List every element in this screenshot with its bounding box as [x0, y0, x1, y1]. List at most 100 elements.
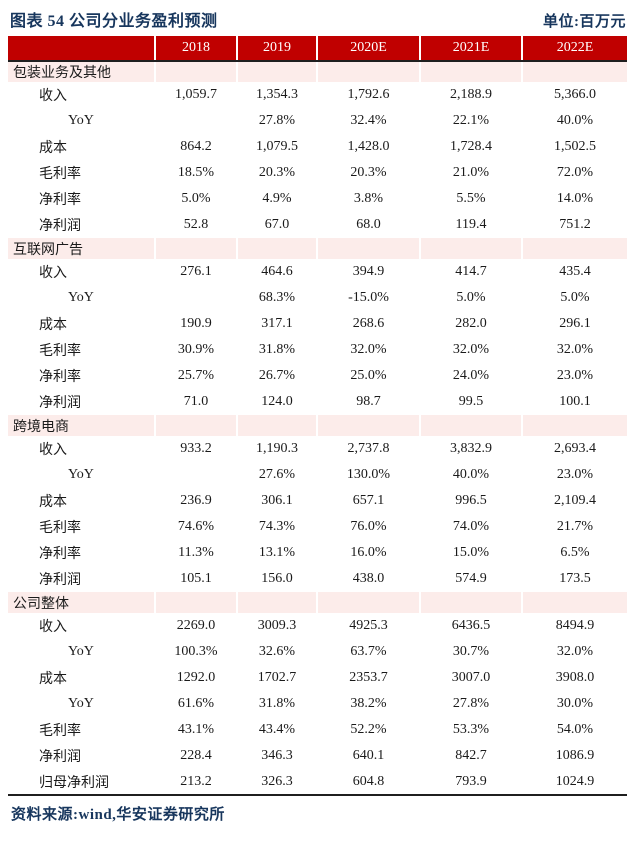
section-filler-cell: [419, 592, 522, 613]
section-title: 跨境电商: [8, 415, 155, 436]
value-cell: 30.9%: [154, 337, 237, 363]
table-row: 成本 190.9 317.1 268.6 282.0 296.1: [8, 311, 627, 337]
table-row: 毛利率 43.1% 43.4% 52.2% 53.3% 54.0%: [8, 717, 627, 743]
value-cell: 236.9: [154, 488, 237, 514]
value-cell: 40.0%: [419, 462, 522, 488]
row-label: 收入: [8, 613, 155, 639]
value-cell: 326.3: [236, 769, 317, 796]
value-cell: 23.0%: [521, 462, 627, 488]
year-header-row: 2018 2019 2020E 2021E 2022E: [8, 36, 627, 62]
table-header: 2018 2019 2020E 2021E 2022E: [8, 36, 627, 62]
table-row: 净利润 52.8 67.0 68.0 119.4 751.2: [8, 212, 627, 238]
table-row: 净利润 228.4 346.3 640.1 842.7 1086.9: [8, 743, 627, 769]
value-cell: 100.1: [521, 389, 627, 415]
value-cell: 52.2%: [316, 717, 420, 743]
value-cell: 2,109.4: [521, 488, 627, 514]
table-row: YoY 27.8% 32.4% 22.1% 40.0%: [8, 108, 627, 134]
table-row: 成本 864.2 1,079.5 1,428.0 1,728.4 1,502.5: [8, 134, 627, 160]
figure-title: 图表 54 公司分业务盈利预测: [10, 13, 218, 30]
row-label: 毛利率: [8, 717, 155, 743]
value-cell: 296.1: [521, 311, 627, 337]
value-cell: 864.2: [154, 134, 237, 160]
value-cell: 190.9: [154, 311, 237, 337]
value-cell: 32.4%: [316, 108, 420, 134]
value-cell: 32.6%: [236, 639, 317, 665]
value-cell: 130.0%: [316, 462, 420, 488]
value-cell: [154, 462, 237, 488]
column-header-2021E: 2021E: [419, 36, 522, 62]
value-cell: 793.9: [419, 769, 522, 796]
section-filler-cell: [154, 592, 237, 613]
column-header-2019: 2019: [236, 36, 317, 62]
value-cell: 282.0: [419, 311, 522, 337]
value-cell: 14.0%: [521, 186, 627, 212]
section-filler-cell: [521, 238, 627, 259]
value-cell: 53.3%: [419, 717, 522, 743]
table-row: YoY 27.6% 130.0% 40.0% 23.0%: [8, 462, 627, 488]
value-cell: 2269.0: [154, 613, 237, 639]
value-cell: 20.3%: [316, 160, 420, 186]
value-cell: 640.1: [316, 743, 420, 769]
value-cell: 317.1: [236, 311, 317, 337]
value-cell: 4925.3: [316, 613, 420, 639]
section-filler-cell: [154, 61, 237, 82]
table-row: 收入 933.2 1,190.3 2,737.8 3,832.9 2,693.4: [8, 436, 627, 462]
value-cell: 63.7%: [316, 639, 420, 665]
value-cell: 27.6%: [236, 462, 317, 488]
value-cell: 31.8%: [236, 337, 317, 363]
table-row: 净利润 105.1 156.0 438.0 574.9 173.5: [8, 566, 627, 592]
table-row: 净利润 71.0 124.0 98.7 99.5 100.1: [8, 389, 627, 415]
section-filler-cell: [316, 415, 420, 436]
value-cell: 52.8: [154, 212, 237, 238]
value-cell: 996.5: [419, 488, 522, 514]
column-header-2020E: 2020E: [316, 36, 420, 62]
value-cell: 21.7%: [521, 514, 627, 540]
value-cell: 751.2: [521, 212, 627, 238]
value-cell: [154, 108, 237, 134]
section-filler-cell: [419, 238, 522, 259]
value-cell: 20.3%: [236, 160, 317, 186]
value-cell: 61.6%: [154, 691, 237, 717]
section-title: 公司整体: [8, 592, 155, 613]
section-title: 互联网广告: [8, 238, 155, 259]
row-label: YoY: [8, 462, 155, 488]
value-cell: 1,502.5: [521, 134, 627, 160]
value-cell: 119.4: [419, 212, 522, 238]
section-filler-cell: [521, 415, 627, 436]
value-cell: 74.0%: [419, 514, 522, 540]
value-cell: 22.1%: [419, 108, 522, 134]
value-cell: 16.0%: [316, 540, 420, 566]
table-row: 净利率 25.7% 26.7% 25.0% 24.0% 23.0%: [8, 363, 627, 389]
value-cell: 32.0%: [521, 337, 627, 363]
value-cell: 30.0%: [521, 691, 627, 717]
value-cell: 25.0%: [316, 363, 420, 389]
value-cell: 23.0%: [521, 363, 627, 389]
value-cell: 213.2: [154, 769, 237, 796]
value-cell: 438.0: [316, 566, 420, 592]
value-cell: 76.0%: [316, 514, 420, 540]
value-cell: 67.0: [236, 212, 317, 238]
value-cell: 24.0%: [419, 363, 522, 389]
value-cell: 105.1: [154, 566, 237, 592]
source-note: 资料来源:wind,华安证券研究所: [11, 807, 225, 823]
section-filler-cell: [419, 61, 522, 82]
column-header-2018: 2018: [154, 36, 237, 62]
value-cell: 4.9%: [236, 186, 317, 212]
value-cell: 13.1%: [236, 540, 317, 566]
section-title: 包装业务及其他: [8, 61, 155, 82]
value-cell: 1,059.7: [154, 82, 237, 108]
value-cell: 3.8%: [316, 186, 420, 212]
value-cell: 1702.7: [236, 665, 317, 691]
column-header-empty: [8, 36, 155, 62]
section-filler-cell: [236, 61, 317, 82]
section-filler-cell: [521, 61, 627, 82]
value-cell: 5.5%: [419, 186, 522, 212]
value-cell: 54.0%: [521, 717, 627, 743]
value-cell: 100.3%: [154, 639, 237, 665]
table-row: YoY 68.3% -15.0% 5.0% 5.0%: [8, 285, 627, 311]
value-cell: 32.0%: [521, 639, 627, 665]
row-label: 成本: [8, 488, 155, 514]
row-label: 成本: [8, 311, 155, 337]
value-cell: 346.3: [236, 743, 317, 769]
value-cell: 574.9: [419, 566, 522, 592]
